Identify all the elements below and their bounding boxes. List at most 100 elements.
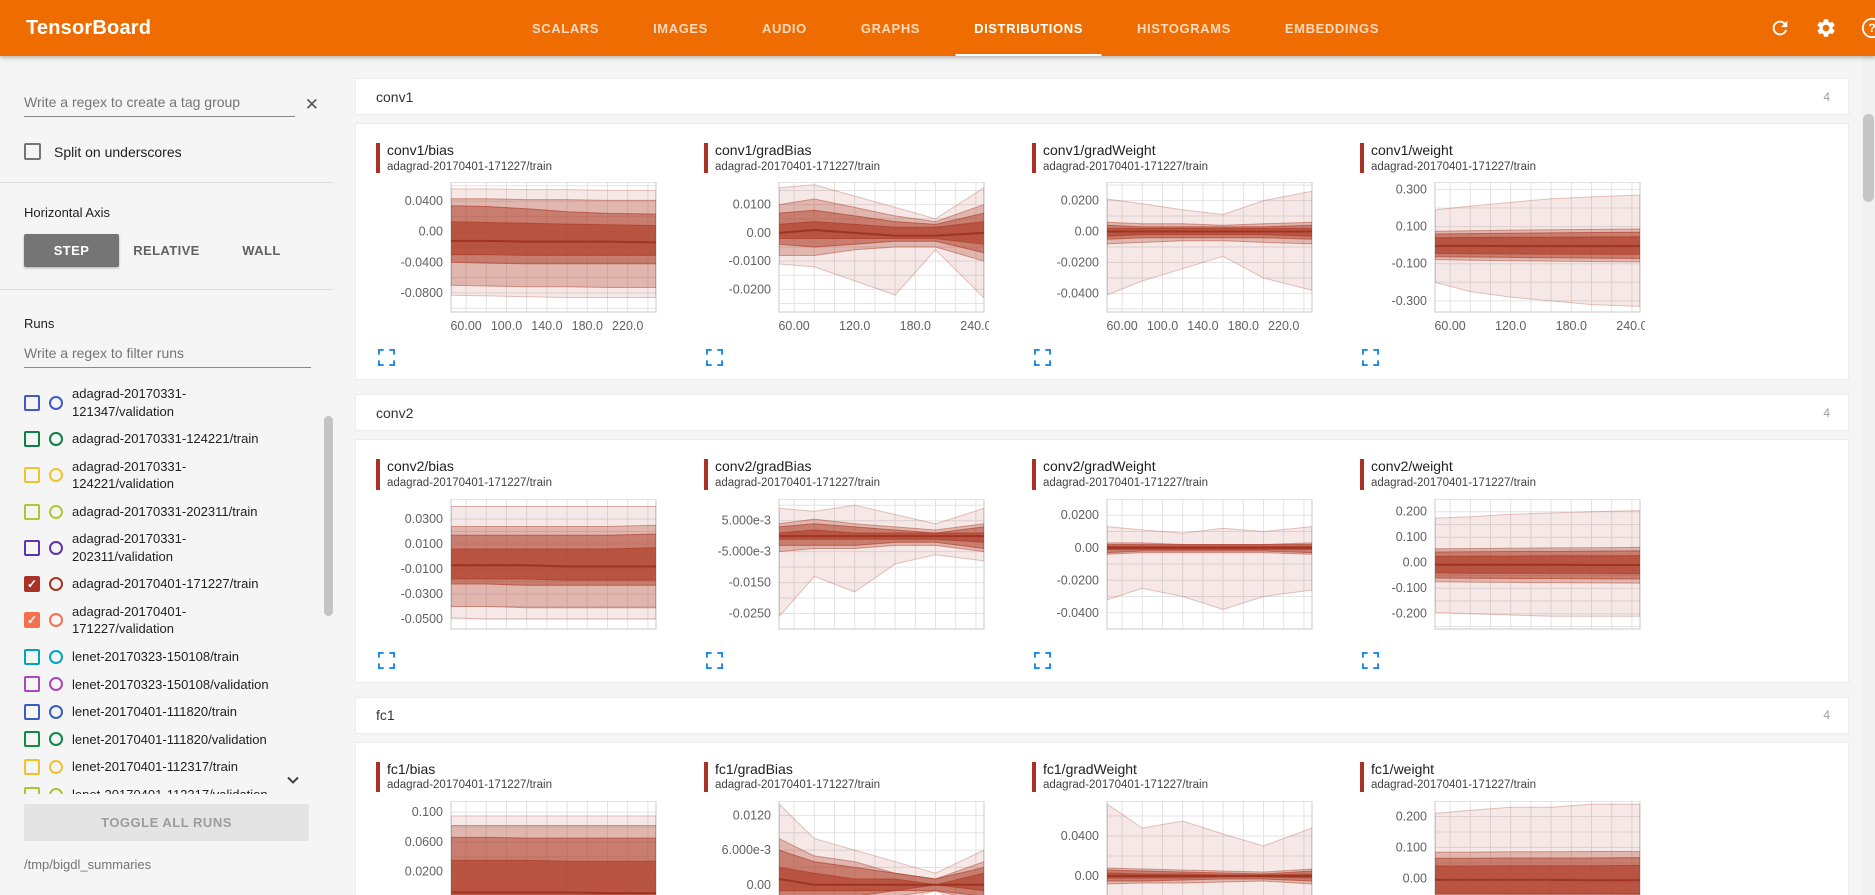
- run-item[interactable]: lenet-20170401-112317/train: [24, 753, 333, 781]
- axis-option-step[interactable]: STEP: [24, 234, 119, 267]
- run-item[interactable]: lenet-20170323-150108/train: [24, 643, 333, 671]
- distribution-plot[interactable]: 0.0120 6.000e-3 0.00: [704, 800, 989, 895]
- run-checkbox-icon[interactable]: [24, 394, 40, 411]
- run-color-circle-icon[interactable]: [49, 613, 63, 628]
- run-item[interactable]: lenet-20170401-111820/validation: [24, 726, 333, 754]
- tab-histograms[interactable]: HISTOGRAMS: [1136, 21, 1231, 36]
- close-icon[interactable]: ✕: [304, 95, 319, 114]
- run-checkbox-checked-icon[interactable]: ✓: [24, 612, 40, 629]
- run-color-circle-icon[interactable]: [49, 732, 63, 747]
- tab-distributions[interactable]: DISTRIBUTIONS: [947, 0, 1110, 56]
- toggle-all-runs-button[interactable]: TOGGLE ALL RUNS: [24, 804, 309, 841]
- distribution-plot[interactable]: 0.0400 0.00 -0.0400 -0.0800 60.00 100.0 140.0 1…: [376, 181, 661, 336]
- run-item[interactable]: adagrad-20170331-202311/validation: [24, 525, 333, 570]
- axis-option-relative[interactable]: RELATIVE: [133, 243, 200, 258]
- tag-regex-input[interactable]: [24, 90, 295, 117]
- run-color-circle-icon[interactable]: [49, 787, 63, 794]
- distribution-plot[interactable]: 5.000e-3 -5.000e-3 -0.0150 -0.0250: [704, 498, 989, 639]
- run-color-circle-icon[interactable]: [49, 540, 63, 555]
- run-checkbox-icon[interactable]: [24, 758, 40, 775]
- run-color-bar: [1360, 459, 1364, 490]
- run-item[interactable]: lenet-20170323-150108/validation: [24, 671, 333, 699]
- chart-card-conv1-weight: conv1/weight adagrad-20170401-171227/trai…: [1360, 142, 1660, 371]
- section-chart-count: 4: [1823, 405, 1830, 420]
- svg-text:-0.0400: -0.0400: [401, 256, 443, 270]
- run-checkbox-icon[interactable]: [24, 503, 40, 520]
- run-checkbox-icon[interactable]: [24, 703, 40, 720]
- run-checkbox-icon[interactable]: [24, 539, 40, 556]
- refresh-icon[interactable]: [1769, 17, 1791, 39]
- section-header-fc1[interactable]: fc1 4: [355, 696, 1849, 734]
- run-color-circle-icon[interactable]: [49, 577, 63, 592]
- svg-text:100.0: 100.0: [1147, 319, 1178, 333]
- tab-scalars[interactable]: SCALARS: [532, 21, 600, 36]
- run-color-circle-icon[interactable]: [49, 759, 63, 774]
- run-color-circle-icon[interactable]: [49, 677, 63, 692]
- section-header-conv1[interactable]: conv1 4: [355, 78, 1849, 115]
- split-underscores-checkbox[interactable]: Split on underscores: [24, 143, 333, 160]
- run-item[interactable]: lenet-20170401-112317/validation: [24, 781, 333, 794]
- axis-option-wall[interactable]: WALL: [242, 243, 281, 258]
- run-checkbox-icon[interactable]: [24, 430, 40, 447]
- run-color-circle-icon[interactable]: [49, 431, 63, 446]
- svg-text:140.0: 140.0: [531, 319, 562, 333]
- tab-embeddings[interactable]: EMBEDDINGS: [1284, 21, 1380, 36]
- run-color-circle-icon[interactable]: [49, 395, 63, 410]
- run-checkbox-icon[interactable]: [24, 786, 40, 794]
- main-scrollbar-track[interactable]: [1862, 56, 1875, 895]
- run-item[interactable]: adagrad-20170331-124221/train: [24, 425, 333, 453]
- distribution-plot[interactable]: 0.200 0.100 0.00 -0.100 -0.200: [1360, 498, 1645, 639]
- run-color-circle-icon[interactable]: [49, 649, 63, 664]
- expand-icon[interactable]: [1362, 651, 1379, 669]
- expand-icon[interactable]: [1034, 651, 1051, 669]
- run-item[interactable]: adagrad-20170331-121347/validation: [24, 380, 333, 425]
- run-item[interactable]: ✓ adagrad-20170401-171227/validation: [24, 598, 333, 643]
- expand-icon[interactable]: [378, 651, 395, 669]
- tab-images[interactable]: IMAGES: [653, 21, 708, 36]
- section-header-conv2[interactable]: conv2 4: [355, 394, 1849, 432]
- distribution-plot[interactable]: 0.0200 0.00 -0.0200 -0.0400 60.00 100.0 140.0 1…: [1032, 181, 1317, 336]
- run-item[interactable]: lenet-20170401-111820/train: [24, 698, 333, 726]
- chart-title-block: conv2/weight adagrad-20170401-171227/trai…: [1360, 458, 1660, 490]
- expand-icon[interactable]: [378, 349, 395, 367]
- expand-icon[interactable]: [1034, 349, 1051, 367]
- run-color-circle-icon[interactable]: [49, 704, 63, 719]
- settings-icon[interactable]: [1815, 17, 1837, 39]
- run-checkbox-icon[interactable]: [24, 676, 40, 693]
- run-name: lenet-20170401-111820/train: [72, 704, 238, 720]
- expand-icon[interactable]: [706, 651, 723, 669]
- run-color-circle-icon[interactable]: [49, 468, 63, 483]
- tab-graphs[interactable]: GRAPHS: [860, 21, 921, 36]
- run-checkbox-icon[interactable]: [24, 648, 40, 665]
- distribution-plot[interactable]: 0.300 0.100 -0.100 -0.300 60.00 120.0 180.0 240…: [1360, 181, 1648, 336]
- tab-audio[interactable]: AUDIO: [761, 21, 807, 36]
- run-color-circle-icon[interactable]: [49, 504, 63, 519]
- expand-icon[interactable]: [706, 349, 723, 367]
- run-checkbox-icon[interactable]: [24, 467, 40, 484]
- section-body-conv1: conv1/bias adagrad-20170401-171227/train 0…: [355, 123, 1849, 381]
- divider: [0, 182, 333, 183]
- run-checkbox-checked-icon[interactable]: ✓: [24, 576, 40, 593]
- svg-text:100.0: 100.0: [491, 319, 522, 333]
- distribution-plot[interactable]: 0.0200 0.00 -0.0200 -0.0400: [1032, 498, 1317, 639]
- distribution-plot[interactable]: 0.0300 0.0100 -0.0100 -0.0300 -0.0500: [376, 498, 661, 639]
- main-scrollbar-thumb[interactable]: [1863, 114, 1874, 202]
- chevron-down-icon[interactable]: [285, 772, 301, 788]
- run-list-scrollbar-thumb[interactable]: [324, 416, 333, 616]
- chart-title: conv1/weight: [1371, 142, 1453, 158]
- run-item[interactable]: adagrad-20170331-124221/validation: [24, 453, 333, 498]
- chart-card-fc1-gradBias: fc1/gradBias adagrad-20170401-171227/trai…: [704, 761, 1004, 895]
- chart-card-conv2-gradWeight: conv2/gradWeight adagrad-20170401-171227/…: [1032, 458, 1332, 673]
- nav-tabs: SCALARS IMAGES AUDIO GRAPHS DISTRIBUTIONS HIS…: [505, 0, 1406, 56]
- expand-icon[interactable]: [1362, 349, 1379, 367]
- run-item[interactable]: adagrad-20170331-202311/train: [24, 498, 333, 526]
- distribution-plot[interactable]: 0.0100 0.00 -0.0100 -0.0200 60.00 120.0 180.0 2…: [704, 181, 992, 336]
- run-item[interactable]: ✓ adagrad-20170401-171227/train: [24, 570, 333, 598]
- run-filter-input[interactable]: [24, 341, 311, 368]
- checkbox-icon[interactable]: [24, 143, 41, 160]
- help-icon[interactable]: ?: [1861, 17, 1875, 39]
- run-checkbox-icon[interactable]: [24, 731, 40, 748]
